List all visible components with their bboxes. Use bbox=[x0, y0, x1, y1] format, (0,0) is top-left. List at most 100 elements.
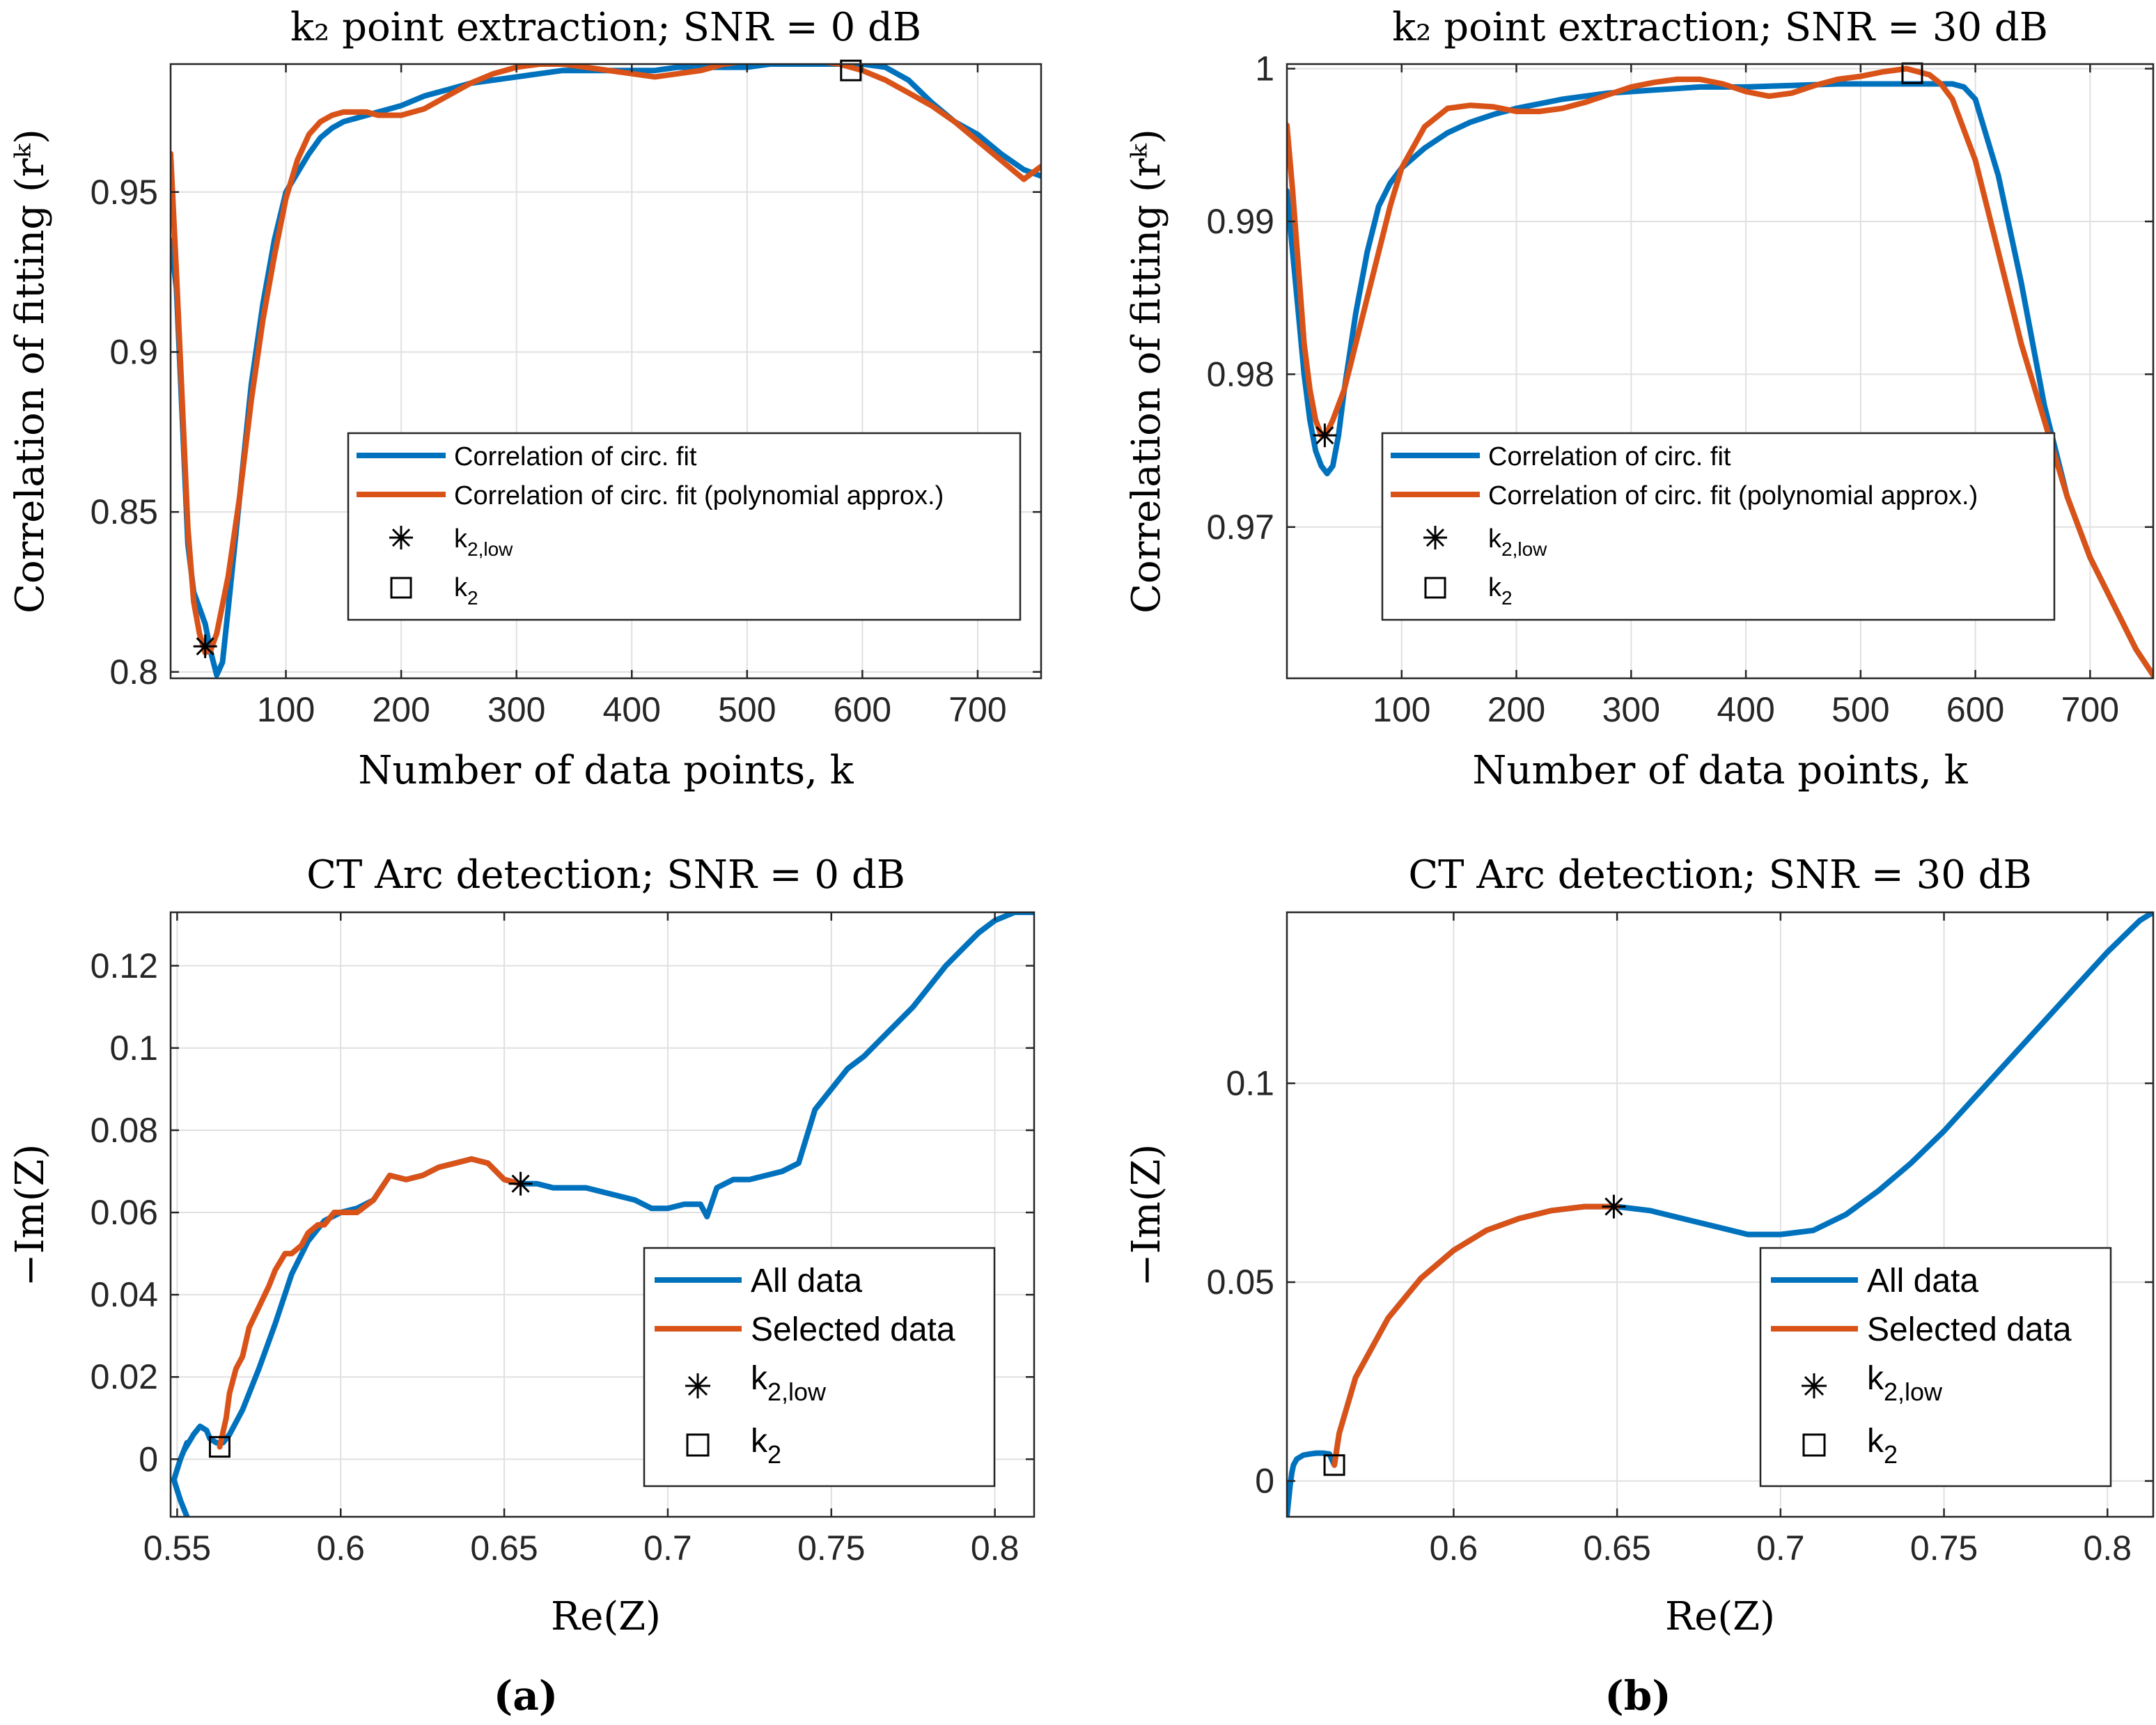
legend-label-all: All data bbox=[1867, 1263, 1978, 1299]
legend-star-icon bbox=[1802, 1373, 1827, 1398]
x-axis-label: Re(Z) bbox=[1665, 1594, 1775, 1639]
markers bbox=[1313, 62, 1923, 448]
series-line-primary bbox=[1287, 81, 2153, 678]
legend: Correlation of circ. fit Correlation of … bbox=[1381, 432, 2056, 621]
series-line-secondary bbox=[1287, 65, 2153, 678]
markers bbox=[193, 59, 862, 659]
x-tick-label: 300 bbox=[487, 690, 545, 729]
x-tick-label: 0.65 bbox=[1583, 1529, 1650, 1568]
x-axis-label: Number of data points, k bbox=[358, 748, 854, 793]
y-tick-label: 1 bbox=[1255, 49, 1274, 88]
legend: Correlation of circ. fit Correlation of … bbox=[347, 432, 1022, 621]
x-tick-label: 400 bbox=[603, 690, 661, 729]
panel-ct-arc-snr30: CT Arc detection; SNR = 30 dB 0.6 0.65 0.7… bbox=[1124, 852, 2155, 1639]
legend-label-corr: Correlation of circ. fit bbox=[454, 442, 697, 471]
legend-label-k2: k2 bbox=[751, 1423, 781, 1469]
x-tick-label: 400 bbox=[1717, 690, 1774, 729]
series bbox=[1287, 65, 2153, 678]
x-tick-label: 0.8 bbox=[2084, 1529, 2132, 1568]
k2-marker bbox=[1323, 1454, 1345, 1476]
y-tick-label: 0.12 bbox=[91, 946, 158, 985]
legend-label-k2low: k2,low bbox=[454, 524, 513, 560]
y-tick-label: 0 bbox=[1255, 1462, 1274, 1501]
x-tick-label: 0.7 bbox=[643, 1529, 692, 1568]
series-line-secondary bbox=[171, 64, 1041, 656]
y-tick-label: 0.02 bbox=[91, 1357, 158, 1396]
legend: All data Selected data k2,low k2 bbox=[1759, 1247, 2112, 1488]
x-tick-label: 600 bbox=[834, 690, 891, 729]
y-axis-label: −Im(Z) bbox=[1124, 1144, 1169, 1287]
x-tick-label: 0.55 bbox=[143, 1529, 211, 1568]
y-tick-label: 0.1 bbox=[1226, 1064, 1274, 1103]
y-axis-label: −Im(Z) bbox=[8, 1144, 53, 1287]
markers bbox=[208, 1171, 533, 1458]
y-tick-label: 0.05 bbox=[1207, 1263, 1274, 1302]
legend-star-icon bbox=[685, 1373, 710, 1398]
y-tick-label: 0 bbox=[139, 1439, 158, 1478]
series bbox=[1287, 912, 2153, 1517]
y-axis-label: Correlation of fitting (rᵏ) bbox=[1124, 129, 1169, 614]
x-tick-label: 600 bbox=[1946, 690, 2004, 729]
legend-box bbox=[347, 432, 1022, 621]
series-line-primary bbox=[171, 64, 1041, 678]
x-tick-label: 500 bbox=[718, 690, 776, 729]
ticks: 0.6 0.65 0.7 0.75 0.8 0 0.05 0.1 bbox=[1207, 912, 2153, 1568]
k2-low-marker bbox=[193, 634, 217, 659]
ticks: 100 200 300 400 500 600 700 0.8 0.85 0.9 0.95 bbox=[91, 64, 1041, 729]
series-line-secondary bbox=[217, 1156, 524, 1450]
chart-title: k₂ point extraction; SNR = 0 dB bbox=[290, 5, 921, 50]
axes-frame bbox=[169, 63, 1042, 680]
y-tick-label: 0.06 bbox=[91, 1193, 158, 1232]
legend-star-icon bbox=[389, 526, 413, 549]
panel-k2-extraction-snr30: k₂ point extraction; SNR = 30 dB 100 200 3… bbox=[1124, 5, 2155, 793]
k2-marker bbox=[208, 1436, 231, 1458]
legend-label-k2: k2 bbox=[454, 573, 478, 609]
axes-frame bbox=[1286, 911, 2155, 1518]
x-tick-label: 200 bbox=[1487, 690, 1545, 729]
legend-label-k2: k2 bbox=[1488, 573, 1513, 609]
legend: All data Selected data k2,low k2 bbox=[643, 1247, 996, 1488]
x-tick-label: 500 bbox=[1831, 690, 1889, 729]
k2-low-marker bbox=[508, 1171, 533, 1196]
legend-label-selected: Selected data bbox=[751, 1311, 955, 1348]
x-tick-label: 700 bbox=[948, 690, 1006, 729]
x-tick-label: 700 bbox=[2061, 690, 2119, 729]
markers bbox=[1323, 1194, 1626, 1476]
legend-label-corr: Correlation of circ. fit bbox=[1488, 442, 1731, 471]
x-axis-label: Re(Z) bbox=[551, 1594, 661, 1639]
y-tick-label: 0.8 bbox=[109, 653, 158, 692]
chart-title: CT Arc detection; SNR = 0 dB bbox=[306, 852, 905, 898]
k2-low-marker bbox=[1602, 1194, 1626, 1219]
x-tick-label: 100 bbox=[257, 690, 315, 729]
x-tick-label: 0.6 bbox=[1430, 1529, 1478, 1568]
legend-label-all: All data bbox=[751, 1263, 862, 1299]
chart-title: k₂ point extraction; SNR = 30 dB bbox=[1392, 5, 2048, 50]
subfigure-label-b: (b) bbox=[1604, 1672, 1671, 1719]
y-tick-label: 0.1 bbox=[109, 1029, 158, 1068]
legend-square-icon bbox=[1802, 1433, 1826, 1457]
legend-star-icon bbox=[1423, 526, 1447, 549]
legend-box bbox=[1381, 432, 2056, 621]
legend-label-k2low: k2,low bbox=[751, 1360, 827, 1406]
panel-k2-extraction-snr0: k₂ point extraction; SNR = 0 dB 100 200 30… bbox=[8, 5, 1042, 793]
y-tick-label: 0.08 bbox=[91, 1111, 158, 1150]
subfigure-label-a: (a) bbox=[494, 1672, 558, 1719]
y-tick-label: 0.85 bbox=[91, 492, 158, 531]
x-axis-label: Number of data points, k bbox=[1472, 748, 1968, 793]
k2-low-marker bbox=[1313, 423, 1337, 448]
legend-label-poly: Correlation of circ. fit (polynomial app… bbox=[1488, 481, 1978, 510]
legend-label-k2low: k2,low bbox=[1488, 524, 1547, 560]
y-tick-label: 0.9 bbox=[109, 332, 158, 371]
k2-marker bbox=[840, 59, 862, 81]
legend-square-icon bbox=[1424, 577, 1446, 599]
panel-ct-arc-snr0: CT Arc detection; SNR = 0 dB 0.55 0.6 0.65… bbox=[8, 852, 1036, 1639]
series bbox=[171, 912, 1034, 1517]
series bbox=[171, 64, 1041, 678]
legend-square-icon bbox=[686, 1433, 710, 1457]
legend-box bbox=[643, 1247, 996, 1488]
legend-label-k2low: k2,low bbox=[1867, 1360, 1943, 1406]
ticks: 100 200 300 400 500 600 700 0.97 0.98 0.99 1 bbox=[1207, 49, 2153, 729]
x-tick-label: 300 bbox=[1602, 690, 1660, 729]
x-tick-label: 0.8 bbox=[971, 1529, 1020, 1568]
